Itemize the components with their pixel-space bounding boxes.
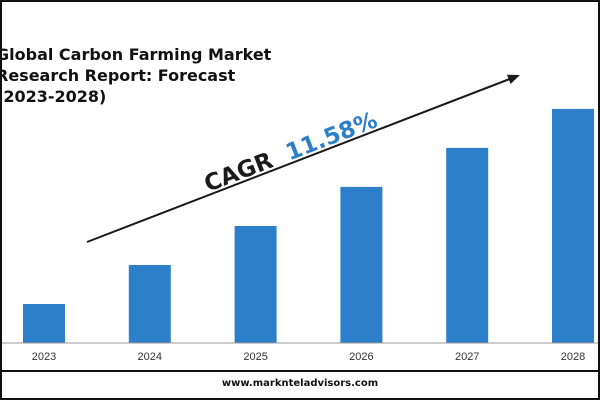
x-tick-label-2027: 2027	[455, 351, 479, 363]
chart-title: Global Carbon Farming Market Research Re…	[0, 44, 272, 107]
cagr-value: 11.58%	[282, 107, 381, 166]
cagr-label: CAGR	[201, 148, 277, 198]
chart-title-line-1: Global Carbon Farming Market	[0, 45, 272, 64]
trend-arrow-head	[507, 74, 520, 84]
trend-arrow-line	[86, 77, 513, 243]
x-tick-labels: 2023 2024 2025 2026 2027 2028	[32, 351, 585, 363]
chart-title-line-3: (2023-2028)	[0, 87, 107, 106]
bar-2025	[234, 226, 277, 343]
x-tick-label-2025: 2025	[243, 351, 267, 363]
x-tick-label-2024: 2024	[138, 351, 162, 363]
x-tick-label-2026: 2026	[349, 351, 373, 363]
bar-2026	[340, 186, 383, 343]
cagr-trend-arrow	[86, 74, 520, 243]
footer-bar: www.marknteladvisors.com	[2, 370, 598, 398]
bar-2027	[446, 147, 489, 343]
chart-title-line-2: Research Report: Forecast	[0, 66, 236, 85]
x-tick-label-2023: 2023	[32, 351, 56, 363]
x-tick-label-2028: 2028	[561, 351, 585, 363]
cagr-annotation: CAGR 11.58%	[201, 107, 381, 197]
bar-2024	[128, 265, 171, 343]
bars-group	[23, 108, 594, 344]
footer-url: www.marknteladvisors.com	[221, 378, 379, 389]
bar-2023	[23, 304, 65, 343]
bar-2028	[552, 108, 594, 344]
